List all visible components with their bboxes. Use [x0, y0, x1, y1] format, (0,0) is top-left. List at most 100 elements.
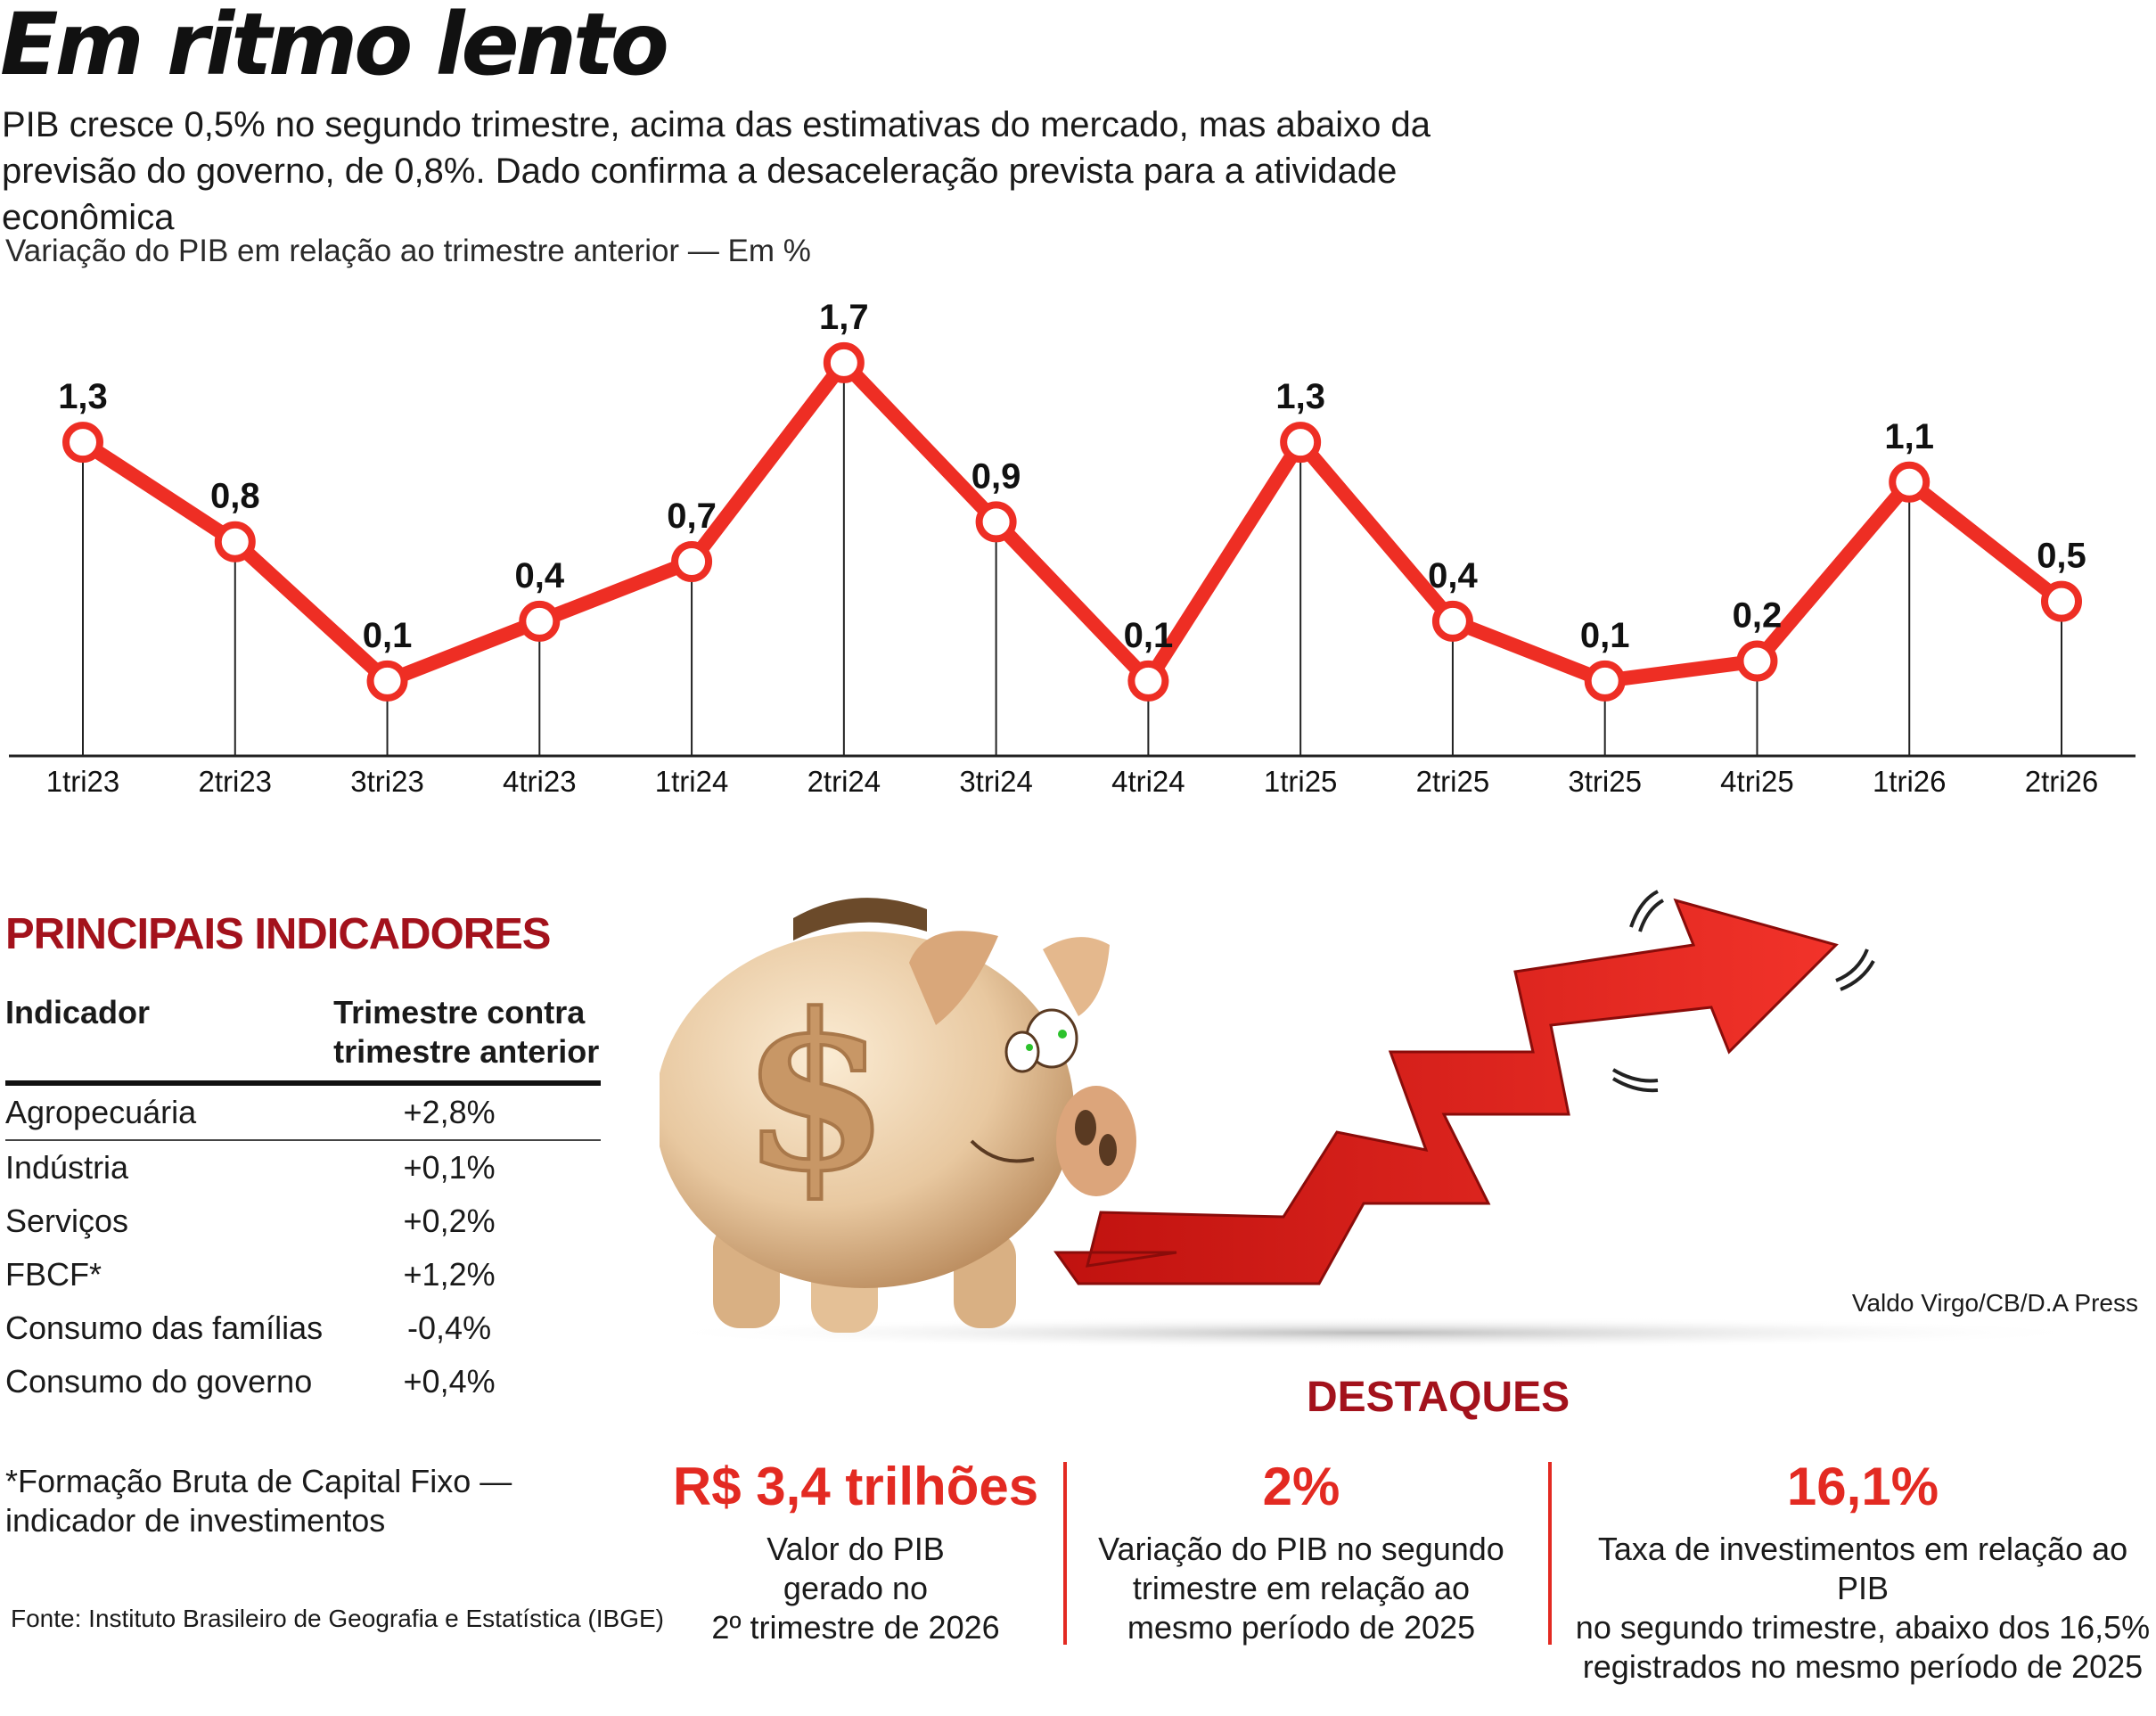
change-column-header: Trimestre contra trimestre anterior	[324, 991, 601, 1086]
indicator-value: +0,2%	[403, 1203, 496, 1239]
data-point	[1280, 422, 1322, 464]
ground-shadow	[660, 1317, 2103, 1349]
change-header-line1: Trimestre contra	[333, 994, 586, 1030]
data-label: 0,2	[1733, 596, 1783, 636]
highlight-number: 16,1%	[1786, 1457, 1939, 1516]
tick-label: 3tri23	[350, 765, 424, 798]
data-point	[1736, 640, 1778, 682]
highlights-title: DESTAQUES	[1307, 1374, 1570, 1421]
table-row: Consumo das famílias -0,4%	[5, 1301, 601, 1355]
rising-arrow-icon	[1053, 898, 1839, 1285]
tick-label: 1tri26	[1873, 765, 1947, 798]
gdp-line-chart: 1,3 0,8 0,1 0,4 0,7 1,7 0,9 0,1 1,3 0,4 0,1 0,2 1,1 0…	[9, 303, 2136, 798]
tick-label: 2tri23	[198, 765, 272, 798]
pig-snout	[1056, 1086, 1136, 1196]
highlight-gdp-change: 2% Variação do PIB no segundo trimestre e…	[1078, 1455, 1524, 1647]
tick-label: 4tri25	[1720, 765, 1794, 798]
table-row: Agropecuária +2,8%	[5, 1083, 601, 1141]
data-label: 0,8	[210, 477, 260, 516]
illustration-credit: Valdo Virgo/CB/D.A Press	[1851, 1289, 2138, 1317]
footnote: *Formação Bruta de Capital Fixo — indicad…	[5, 1462, 629, 1540]
pig-eye	[1004, 1030, 1040, 1073]
data-label: 1,3	[1275, 377, 1325, 416]
data-label: 0,4	[1428, 556, 1478, 595]
pig-body	[660, 932, 1074, 1288]
data-label: 0,1	[1580, 616, 1630, 655]
indicator-value: -0,4%	[407, 1310, 492, 1346]
data-label: 0,5	[2037, 537, 2086, 576]
highlight-line: Taxa de investimentos em relação ao PIB	[1597, 1531, 2128, 1606]
indicator-value: +0,4%	[403, 1363, 496, 1400]
tick-label: 1tri23	[46, 765, 120, 798]
arrow-motion-lines	[1611, 890, 1875, 1093]
indicator-name: Serviços	[5, 1203, 129, 1239]
indicator-name: Consumo das famílias	[5, 1310, 324, 1346]
data-point	[823, 341, 865, 383]
highlight-divider	[1063, 1462, 1067, 1645]
highlight-number: 2%	[1262, 1457, 1340, 1516]
chart-value-labels: 1,3 0,8 0,1 0,4 0,7 1,7 0,9 0,1 1,3 0,4 0,1 0,2 1,1 0…	[58, 303, 2086, 655]
data-label: 0,7	[667, 497, 717, 536]
piggy-bank-arrow-illustration: $	[660, 890, 2103, 1349]
chart-tick-labels: 1tri23 2tri23 3tri23 4tri23 1tri24 2tri24 3tri…	[46, 765, 2099, 798]
data-label: 1,3	[58, 377, 108, 416]
indicator-name: Indústria	[5, 1149, 129, 1186]
highlight-line: no segundo trimestre, abaixo dos 16,5%	[1575, 1609, 2151, 1646]
data-label: 0,9	[971, 456, 1021, 496]
indicators-title: PRINCIPAIS INDICADORES	[5, 910, 551, 958]
footnote-line1: *Formação Bruta de Capital Fixo —	[5, 1463, 512, 1499]
table-row: Indústria +0,1%	[5, 1140, 601, 1195]
highlight-description: Taxa de investimentos em relação ao PIB n…	[1569, 1530, 2156, 1687]
data-point	[1127, 660, 1169, 702]
data-point	[62, 422, 103, 464]
series-line	[76, 355, 2069, 688]
pig-ear	[1043, 937, 1110, 1016]
indicator-name: FBCF*	[5, 1256, 102, 1293]
indicator-name: Agropecuária	[5, 1083, 325, 1141]
data-point	[975, 501, 1017, 543]
footnote-line2: indicador de investimentos	[5, 1502, 386, 1539]
highlight-divider	[1548, 1462, 1552, 1645]
chart-points	[62, 341, 2082, 702]
indicator-column-header: Indicador	[5, 991, 325, 1086]
highlight-line: Valor do PIB	[766, 1531, 945, 1567]
coin-slot-icon	[793, 898, 927, 940]
pig-ear	[909, 931, 998, 1025]
highlight-line: 2º trimestre de 2026	[711, 1609, 1000, 1646]
tick-label: 4tri23	[503, 765, 577, 798]
pig-nostril	[1099, 1134, 1117, 1166]
data-label: 0,1	[1124, 616, 1174, 655]
indicators-header-row: Indicador Trimestre contra trimestre ante…	[5, 991, 601, 1086]
data-point	[519, 600, 561, 642]
data-point	[1584, 660, 1626, 702]
indicators-table: Indicador Trimestre contra trimestre ante…	[5, 991, 601, 1408]
data-point	[1889, 461, 1931, 503]
dollar-icon: $	[742, 967, 890, 1219]
headline-title: Em ritmo lento	[0, 0, 669, 94]
indicator-name: Consumo do governo	[5, 1363, 313, 1400]
data-point	[671, 541, 713, 582]
highlight-gdp-value: R$ 3,4 trilhões Valor do PIB gerado no 2º …	[660, 1455, 1052, 1647]
tick-label: 2tri26	[2025, 765, 2099, 798]
indicator-value: +2,8%	[324, 1083, 601, 1141]
highlight-description: Variação do PIB no segundo trimestre em r…	[1078, 1530, 1524, 1647]
change-header-line2: trimestre anterior	[333, 1033, 600, 1070]
data-label: 0,4	[515, 556, 565, 595]
pig-pupil	[1058, 1030, 1067, 1039]
data-label: 1,7	[819, 303, 869, 337]
highlight-line: trimestre em relação ao	[1132, 1570, 1471, 1606]
data-label: 0,1	[363, 616, 413, 655]
source-note: Fonte: Instituto Brasileiro de Geografia…	[11, 1605, 664, 1632]
tick-label: 3tri25	[1568, 765, 1642, 798]
table-row: Consumo do governo +0,4%	[5, 1355, 601, 1408]
tick-label: 4tri24	[1111, 765, 1185, 798]
tick-label: 3tri24	[959, 765, 1033, 798]
pig-mouth	[970, 1139, 1035, 1163]
data-point	[214, 521, 256, 562]
highlight-description: Valor do PIB gerado no 2º trimestre de 202…	[660, 1530, 1052, 1647]
pig-pupil	[1026, 1044, 1033, 1051]
chart-title: Variação do PIB em relação ao trimestre …	[5, 234, 811, 268]
data-point	[1431, 600, 1473, 642]
data-point	[2041, 580, 2082, 622]
data-point	[366, 660, 408, 702]
